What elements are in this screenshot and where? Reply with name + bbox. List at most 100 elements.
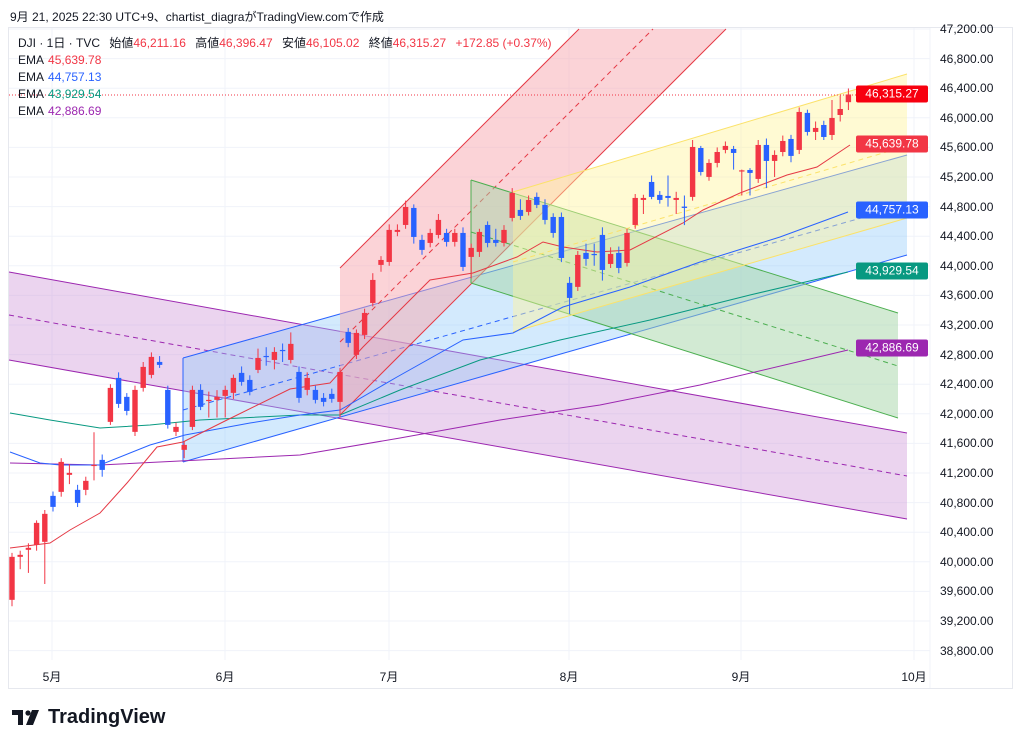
candle-body <box>525 199 532 212</box>
candle <box>132 385 138 436</box>
candle <box>83 476 89 496</box>
candle-body <box>714 151 720 163</box>
candle-body <box>165 389 171 425</box>
candle-body <box>222 389 228 396</box>
candle <box>771 150 778 177</box>
price-tick-label: 45,600.00 <box>940 140 994 155</box>
price-tick-label: 44,000.00 <box>940 258 994 273</box>
candle <box>197 384 204 411</box>
candle <box>99 454 105 477</box>
candle-body <box>821 124 827 137</box>
candle-body <box>837 108 843 115</box>
candle <box>247 375 253 396</box>
candle <box>673 191 679 214</box>
candle <box>329 388 335 403</box>
candle-body <box>534 196 540 205</box>
chart-legend: DJI · 1日 · TVC 始値46,211.16 高値46,396.47 安… <box>18 35 552 120</box>
ema-legend-row[interactable]: EMA 45,639.78 <box>18 52 552 69</box>
candle <box>279 343 286 362</box>
purple-regression-channel <box>8 271 908 520</box>
candle-body <box>460 232 466 267</box>
candle-body <box>763 144 770 161</box>
candle-body <box>304 377 310 390</box>
price-badge: 42,886.69 <box>856 339 928 357</box>
candle <box>780 135 786 157</box>
candle-body <box>230 377 237 393</box>
candle-body <box>386 229 392 262</box>
candle-body <box>665 195 671 198</box>
candle <box>230 374 237 399</box>
price-tick-label: 39,600.00 <box>940 584 994 599</box>
open-value: 46,211.16 <box>133 36 186 50</box>
candle-body <box>271 351 278 360</box>
candle <box>747 168 753 196</box>
price-tick-label: 40,000.00 <box>940 554 994 569</box>
candle-body <box>124 396 130 411</box>
candle <box>648 175 655 200</box>
ema-label: EMA <box>18 87 45 101</box>
candle <box>255 348 261 374</box>
candle-body <box>263 355 269 358</box>
candle-body <box>140 366 146 388</box>
symbol-info[interactable]: DJI · 1日 · TVC <box>18 36 101 50</box>
candle-body <box>370 279 376 303</box>
candle-body <box>255 357 261 370</box>
close-value: 46,315.27 <box>392 36 447 50</box>
candle-body <box>722 145 729 150</box>
candle <box>558 212 565 263</box>
price-tick-label: 42,000.00 <box>940 406 994 421</box>
candle <box>829 100 835 140</box>
candle-body <box>804 112 811 132</box>
candle-body <box>583 252 589 259</box>
ema-200-line <box>9 349 849 466</box>
candle <box>730 145 737 170</box>
ema-label: EMA <box>18 104 45 118</box>
candle-body <box>829 117 835 135</box>
candle <box>238 366 245 386</box>
price-tick-label: 38,800.00 <box>940 643 994 658</box>
price-tick-label: 43,600.00 <box>940 288 994 303</box>
candle <box>550 213 556 238</box>
yellow-regression-channel <box>512 73 908 333</box>
candle <box>173 422 179 436</box>
candle-body <box>132 389 138 432</box>
candle <box>419 234 425 255</box>
candle-body <box>361 312 368 335</box>
candle <box>165 385 171 429</box>
candle-body <box>484 224 491 243</box>
ohlc-row[interactable]: DJI · 1日 · TVC 始値46,211.16 高値46,396.47 安… <box>18 35 552 52</box>
candle-body <box>558 216 565 258</box>
tradingview-logo[interactable]: TradingView <box>12 706 165 729</box>
price-tick-label: 43,200.00 <box>940 318 994 332</box>
ema-legend-row[interactable]: EMA 43,929.54 <box>18 86 552 103</box>
brand-name: TradingView <box>48 706 166 728</box>
candle-body <box>247 379 253 392</box>
ema-label: EMA <box>18 70 45 84</box>
candle <box>821 120 827 140</box>
candle <box>476 228 483 257</box>
chart-caption: 9月 21, 2025 22:30 UTC+9、chartist_diagraが… <box>10 10 384 24</box>
candle <box>534 192 540 209</box>
candle-body <box>9 556 15 600</box>
candle <box>812 121 819 140</box>
price-tick-label: 44,400.00 <box>940 229 994 244</box>
candle-body <box>66 472 73 475</box>
candle-body <box>517 209 524 216</box>
candle-body <box>156 361 163 365</box>
candle <box>17 550 23 570</box>
ema-legend-row[interactable]: EMA 44,757.13 <box>18 69 552 86</box>
month-label: 8月 <box>559 670 579 684</box>
candle-body <box>657 194 663 200</box>
candle-body <box>788 138 794 156</box>
candle-body <box>673 197 679 200</box>
candle <box>427 228 433 248</box>
ema-legend-row[interactable]: EMA 42,886.69 <box>18 103 552 120</box>
candle-body <box>468 247 474 257</box>
price-badge: 45,639.78 <box>856 135 928 153</box>
month-label: 7月 <box>379 670 399 684</box>
candle-body <box>648 181 655 197</box>
candle-body <box>173 426 179 432</box>
candle <box>468 243 474 279</box>
candle-body <box>91 464 97 467</box>
